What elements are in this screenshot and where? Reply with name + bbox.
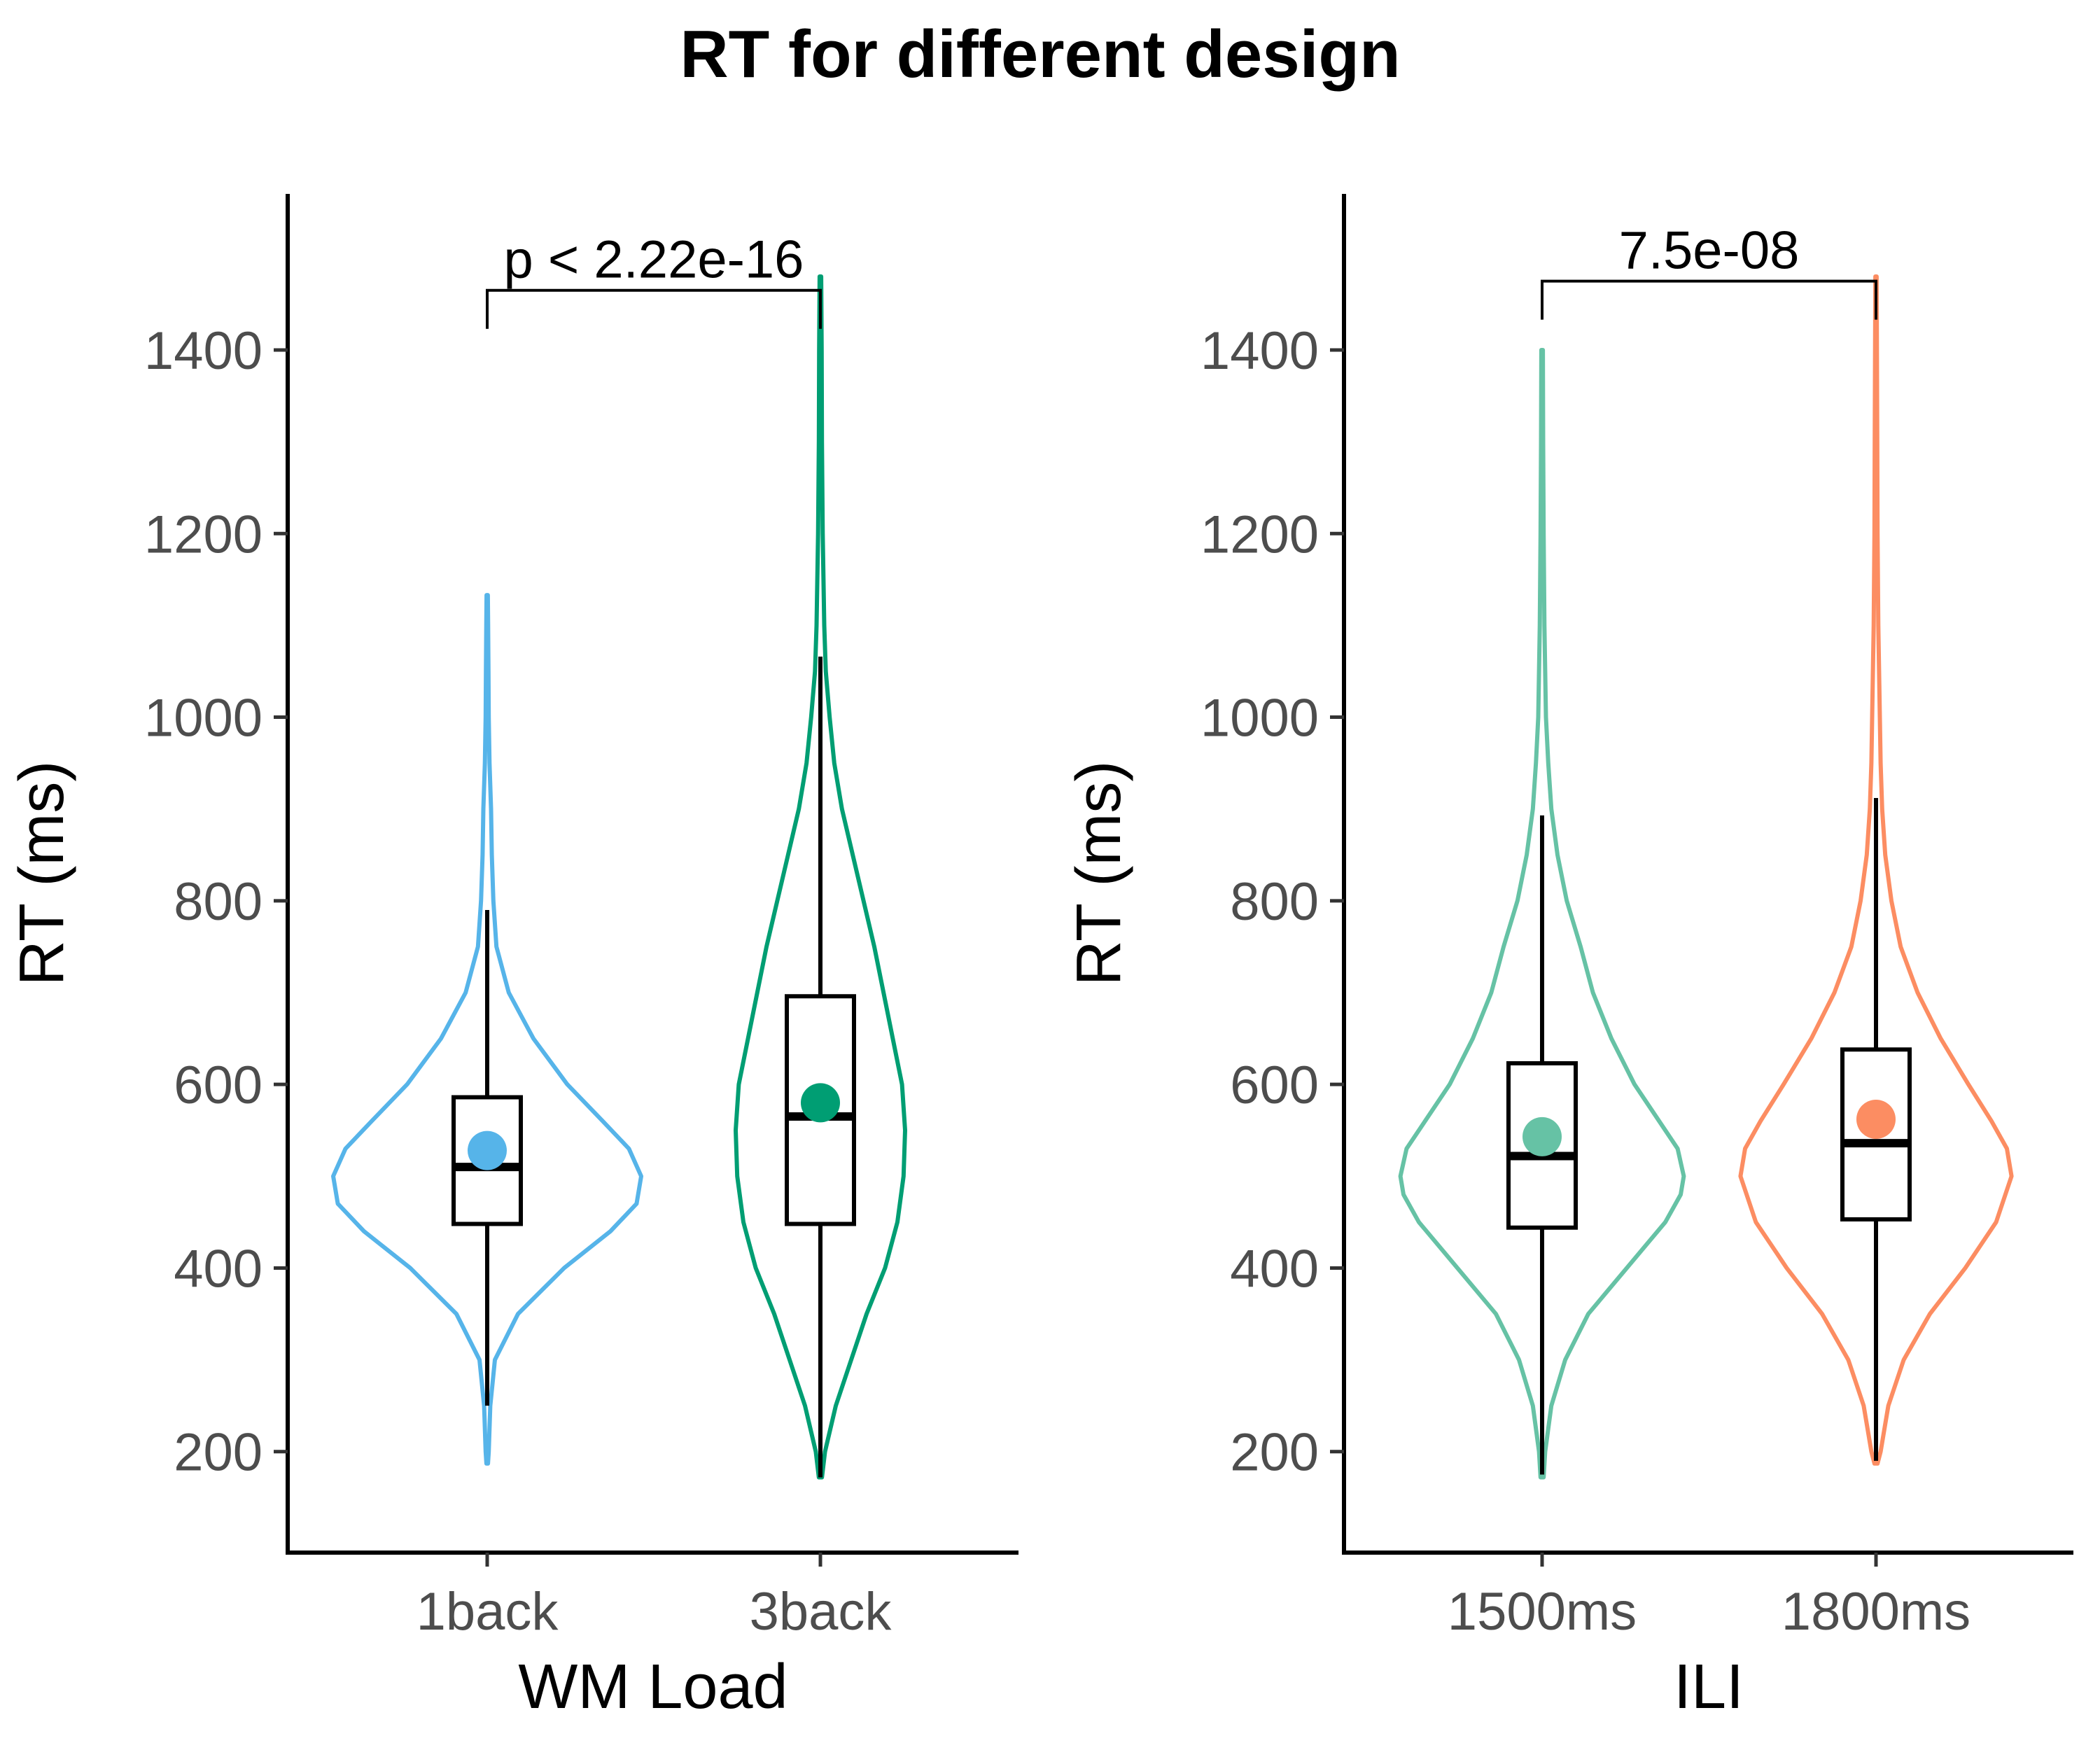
- violin-1800ms: [1738, 274, 2014, 1466]
- y-tick-label: 1200: [144, 505, 262, 564]
- y-axis-label: RT (ms): [1064, 761, 1134, 986]
- y-tick-label: 1000: [144, 689, 262, 748]
- y-tick-label: 1400: [144, 321, 262, 381]
- significance-label: 7.5e-08: [1619, 221, 1800, 281]
- y-tick-label: 600: [174, 1056, 262, 1115]
- panel-wm-load: 200 400 600 800 1000 1200 1400 1back 3back WM Loa…: [7, 194, 1018, 1722]
- violin-1back: [331, 593, 643, 1466]
- figure-title: RT for different design: [680, 17, 1400, 92]
- y-tick-label: 800: [174, 872, 262, 932]
- mean-point: [801, 1083, 840, 1123]
- x-tick-label: 1800ms: [1782, 1582, 1970, 1642]
- significance-label: p < 2.22e-16: [504, 230, 804, 290]
- mean-point: [468, 1130, 507, 1170]
- x-axis-label: ILI: [1674, 1652, 1744, 1722]
- mean-point: [1522, 1116, 1562, 1156]
- y-tick-label: 200: [1230, 1423, 1319, 1483]
- mean-point: [1856, 1099, 1896, 1139]
- y-tick-label: 1200: [1200, 505, 1319, 564]
- y-tick-label: 200: [174, 1423, 262, 1483]
- y-tick-label: 1000: [1200, 689, 1319, 748]
- violin-1500ms: [1398, 348, 1686, 1480]
- y-tick-label: 400: [1230, 1239, 1319, 1298]
- violin-3back: [734, 274, 907, 1480]
- y-tick-label: 1400: [1200, 321, 1319, 381]
- x-tick-label: 1back: [416, 1582, 559, 1642]
- significance-bracket: [486, 288, 822, 329]
- y-tick-label: 600: [1230, 1056, 1319, 1115]
- significance-bracket: [1541, 279, 1877, 320]
- panel-ili: 200 400 600 800 1000 1200 1400 1500ms 1800ms ILI R…: [1064, 194, 2073, 1722]
- x-tick-label: 3back: [750, 1582, 892, 1642]
- y-axis-label: RT (ms): [7, 761, 77, 986]
- x-tick-label: 1500ms: [1448, 1582, 1637, 1642]
- x-axis-label: WM Load: [518, 1652, 788, 1722]
- y-tick-label: 800: [1230, 872, 1319, 932]
- y-tick-label: 400: [174, 1239, 262, 1298]
